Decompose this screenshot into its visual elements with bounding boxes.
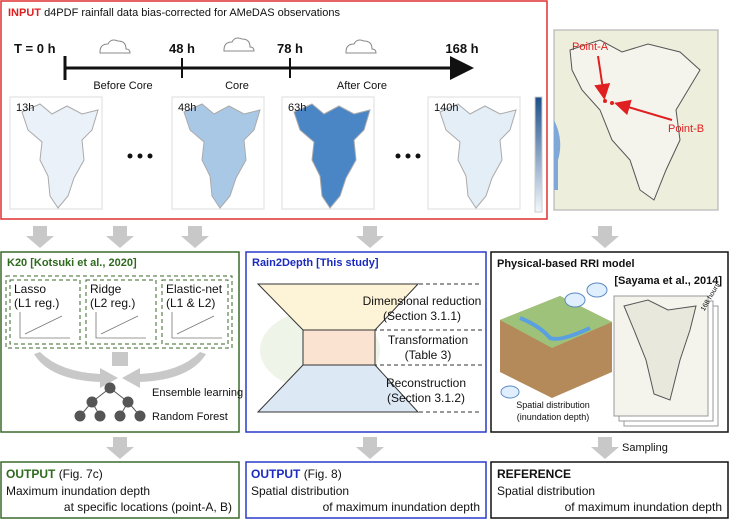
model-name: Lasso xyxy=(14,282,46,296)
map-stack xyxy=(613,295,719,427)
rri-citation: [Sayama et al., 2014] xyxy=(614,275,722,287)
rri-title: Physical-based RRI model xyxy=(497,258,635,270)
map-thumbnails xyxy=(9,96,543,213)
output-line: of maximum inundation depth xyxy=(323,500,480,514)
ensemble-label: Ensemble learning xyxy=(152,387,243,399)
forest-label: Random Forest xyxy=(152,411,228,423)
model-name: Ridge xyxy=(90,282,122,296)
k20-title: K20 [Kotsuki et al., 2020] xyxy=(7,257,137,269)
time-label: T = 0 h xyxy=(14,41,56,56)
output-line: at specific locations (point-A, B) xyxy=(64,500,232,514)
rri-caption: (inundation depth) xyxy=(517,412,590,422)
output-label: OUTPUT xyxy=(6,467,56,481)
pointer xyxy=(614,99,673,121)
pointer xyxy=(594,55,611,100)
rri-caption: Spatial distribution xyxy=(516,400,590,410)
model-detail: (L1 reg.) xyxy=(14,296,59,310)
k20-panel xyxy=(0,251,240,433)
reference-label: REFERENCE xyxy=(497,467,571,481)
merge-arrows xyxy=(34,352,206,388)
point-label: Point-B xyxy=(668,123,704,135)
stage-ref: (Section 3.1.1) xyxy=(383,309,461,323)
output-line: Spatial distribution xyxy=(497,484,595,498)
output-line: of maximum inundation depth xyxy=(565,500,722,514)
point-marker xyxy=(610,101,614,105)
terrain-illustration xyxy=(500,282,612,399)
time-label: 48 h xyxy=(169,41,195,56)
flow-arrows xyxy=(26,226,619,459)
mini-plots xyxy=(19,312,222,339)
output-ref: (Fig. 7c) xyxy=(59,467,103,481)
point-label: Point-A xyxy=(572,41,609,53)
phase-label: After Core xyxy=(337,80,387,92)
phase-label: Before Core xyxy=(93,80,152,92)
input-label: INPUT xyxy=(8,7,41,19)
sea xyxy=(554,120,561,190)
stage-name: Dimensional reduction xyxy=(363,294,482,308)
model-detail: (L2 reg.) xyxy=(90,296,135,310)
point-marker xyxy=(603,99,607,103)
output-line: Spatial distribution xyxy=(251,484,349,498)
model-group xyxy=(5,275,233,349)
time-label: 78 h xyxy=(277,41,303,56)
rain2depth-title: Rain2Depth [This study] xyxy=(252,257,379,269)
output-box xyxy=(245,461,487,519)
output-ref: (Fig. 8) xyxy=(304,467,342,481)
stage-ref: (Section 3.1.2) xyxy=(387,391,465,405)
stage-dividers xyxy=(258,283,482,413)
weather-icons xyxy=(99,37,377,54)
output-label: OUTPUT xyxy=(251,467,301,481)
model-boxes xyxy=(9,279,229,345)
phase-label: Core xyxy=(225,80,249,92)
map-label: 13h xyxy=(16,102,34,114)
sampling-label: Sampling xyxy=(622,442,668,454)
stage-ref: (Table 3) xyxy=(405,348,452,362)
input-title: d4PDF rainfall data bias-corrected for A… xyxy=(44,7,340,19)
output-heading: OUTPUT (Fig. 8) xyxy=(251,467,342,481)
output-box xyxy=(0,461,240,519)
output-line: Maximum inundation depth xyxy=(6,484,150,498)
stage-name: Reconstruction xyxy=(386,376,466,390)
stage-name: Transformation xyxy=(388,333,468,347)
input-heading: INPUT d4PDF rainfall data bias-corrected… xyxy=(8,7,340,19)
time-label: 168 h xyxy=(445,41,478,56)
model-name: Elastic-net xyxy=(166,282,223,296)
reference-box xyxy=(490,461,729,519)
map-label: 140h xyxy=(434,102,458,114)
map-label: 48h xyxy=(178,102,196,114)
transform-block xyxy=(302,329,376,366)
output-heading: OUTPUT (Fig. 7c) xyxy=(6,467,103,481)
tree-icon xyxy=(74,382,146,422)
decoder xyxy=(256,364,420,413)
map-label: 63h xyxy=(288,102,306,114)
model-detail: (L1 & L2) xyxy=(166,296,215,310)
